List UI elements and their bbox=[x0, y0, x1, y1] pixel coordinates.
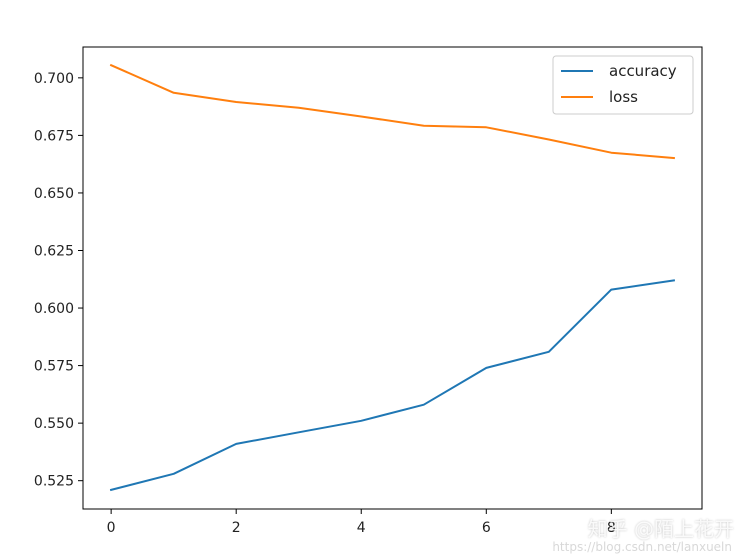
y-tick-label: 0.575 bbox=[34, 359, 74, 375]
y-tick-label: 0.550 bbox=[34, 416, 74, 432]
legend-label-accuracy: accuracy bbox=[609, 62, 677, 80]
y-tick-label: 0.525 bbox=[34, 474, 74, 490]
axes-frame bbox=[82, 46, 703, 510]
x-axis: 0 2 4 6 8 bbox=[107, 509, 616, 536]
series-line-accuracy bbox=[109, 279, 676, 492]
y-tick-label: 0.675 bbox=[34, 128, 74, 144]
series-layer bbox=[109, 63, 676, 492]
x-tick-label: 4 bbox=[357, 520, 366, 536]
series-line-loss bbox=[109, 63, 675, 160]
y-tick-label: 0.700 bbox=[34, 71, 74, 87]
watermark-text: 知乎 @陌上花开 bbox=[587, 517, 734, 541]
x-tick-label: 6 bbox=[482, 520, 491, 536]
y-tick-label: 0.650 bbox=[34, 186, 74, 202]
x-tick-label: 8 bbox=[607, 520, 616, 536]
legend-label-loss: loss bbox=[609, 88, 638, 106]
x-tick-label: 0 bbox=[107, 520, 116, 536]
y-tick-label: 0.600 bbox=[34, 301, 74, 317]
watermark-url: https://blog.csdn.net/lanxueln bbox=[552, 540, 732, 554]
y-tick-label: 0.625 bbox=[34, 243, 74, 259]
y-axis: 0.525 0.550 0.575 0.600 0.625 0.650 0.675 0.700 bbox=[34, 71, 83, 490]
legend: accuracy loss bbox=[552, 55, 694, 115]
x-tick-label: 2 bbox=[232, 520, 241, 536]
